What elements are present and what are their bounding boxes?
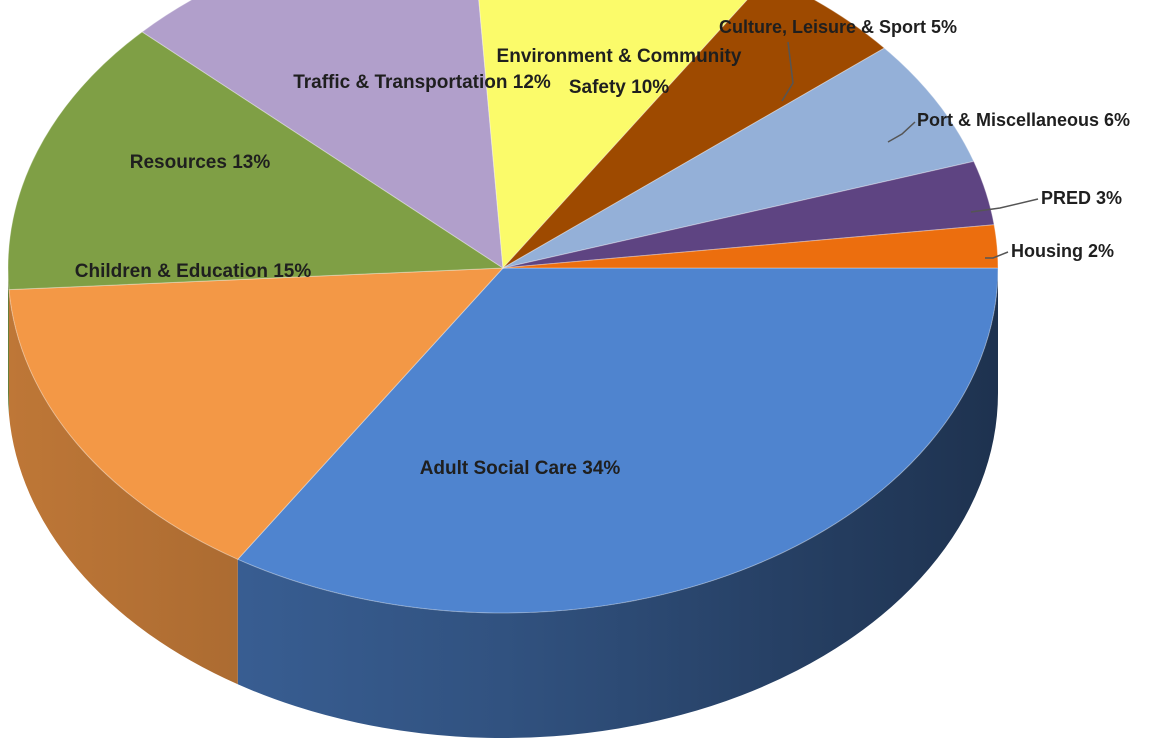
slice-label-resources: Resources 13% xyxy=(130,152,271,173)
slice-label-environment-line1: Environment & Community xyxy=(497,46,742,67)
slice-label-culture-leisure-sport: Culture, Leisure & Sport 5% xyxy=(719,17,957,37)
pie-side-resources xyxy=(8,268,9,415)
slice-label-port-miscellaneous: Port & Miscellaneous 6% xyxy=(917,110,1130,130)
pie-slice-children-education xyxy=(8,267,505,560)
pie-depth-group xyxy=(8,268,998,738)
slice-label-adult-social-care: Adult Social Care 34% xyxy=(420,458,621,479)
pie-top-group xyxy=(7,0,999,614)
slice-label-environment-line2: Safety 10% xyxy=(569,77,669,98)
leader-line-housing xyxy=(985,251,1009,259)
slice-label-children-education: Children & Education 15% xyxy=(75,261,312,282)
slice-label-traffic-transportation: Traffic & Transportation 12% xyxy=(293,72,551,93)
leader-lines-group xyxy=(781,41,1039,259)
leader-line-port-miscellaneous xyxy=(887,121,916,143)
pie-slice-environment-community-safety xyxy=(478,0,748,270)
leader-line-pred xyxy=(970,198,1039,213)
pie-slice-resources xyxy=(7,31,505,291)
pie-slice-pred xyxy=(502,160,995,269)
slice-label-pred: PRED 3% xyxy=(1041,188,1122,208)
pie-slice-culture-leisure-sport xyxy=(502,0,886,269)
pie-slice-adult-social-care xyxy=(236,267,999,614)
pie-side-adult-social-care xyxy=(237,268,998,738)
slice-label-housing: Housing 2% xyxy=(1011,241,1114,261)
leader-line-culture-leisure-sport xyxy=(781,41,794,102)
pie-slice-traffic-transportation xyxy=(141,0,504,269)
pie-side-children-education xyxy=(8,289,238,685)
pie-slice-port-miscellaneous xyxy=(502,47,975,269)
pie-slice-housing xyxy=(502,224,999,269)
